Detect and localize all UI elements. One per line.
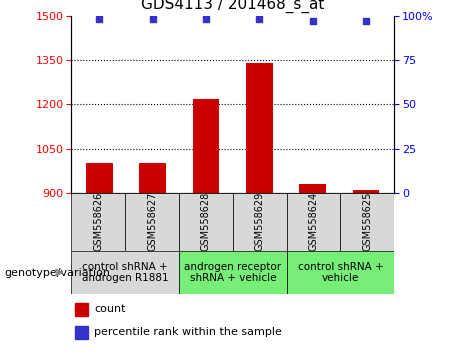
Text: GSM558627: GSM558627 (147, 191, 157, 251)
Bar (71, 193, 125, 251)
Text: GSM558624: GSM558624 (308, 192, 319, 251)
Title: GDS4113 / 201468_s_at: GDS4113 / 201468_s_at (141, 0, 325, 13)
Text: androgen receptor
shRNA + vehicle: androgen receptor shRNA + vehicle (184, 262, 281, 284)
Bar (340, 193, 394, 251)
Bar (71, 251, 179, 294)
Point (149, 17, 156, 22)
Bar (125, 193, 179, 251)
Bar (353, 190, 379, 193)
Bar (86, 164, 113, 193)
Bar (287, 251, 394, 294)
Bar (75, 326, 88, 339)
Text: GSM558625: GSM558625 (362, 191, 372, 251)
Bar (246, 63, 273, 193)
Point (96, 17, 103, 22)
Bar (140, 162, 166, 193)
Bar (179, 251, 287, 294)
Bar (300, 184, 326, 193)
Text: control shRNA +
vehicle: control shRNA + vehicle (297, 262, 383, 284)
Point (202, 17, 210, 22)
Text: GSM558629: GSM558629 (254, 192, 265, 251)
Text: percentile rank within the sample: percentile rank within the sample (94, 327, 282, 337)
Point (256, 17, 263, 22)
Text: control shRNA +
androgen R1881: control shRNA + androgen R1881 (82, 262, 169, 284)
Point (309, 18, 317, 24)
Text: GSM558626: GSM558626 (93, 192, 103, 251)
Bar (193, 98, 219, 193)
Bar (287, 193, 340, 251)
Bar (233, 193, 287, 251)
Text: GSM558628: GSM558628 (201, 192, 211, 251)
Bar (75, 303, 88, 316)
Text: count: count (94, 304, 125, 314)
Text: genotype/variation: genotype/variation (5, 268, 111, 278)
Bar (179, 193, 233, 251)
Point (362, 18, 370, 24)
